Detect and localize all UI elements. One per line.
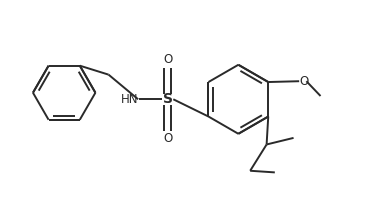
Text: HN: HN (121, 93, 138, 106)
Text: O: O (163, 132, 172, 145)
Text: O: O (163, 53, 172, 66)
Text: O: O (300, 75, 309, 88)
Text: S: S (163, 92, 173, 106)
